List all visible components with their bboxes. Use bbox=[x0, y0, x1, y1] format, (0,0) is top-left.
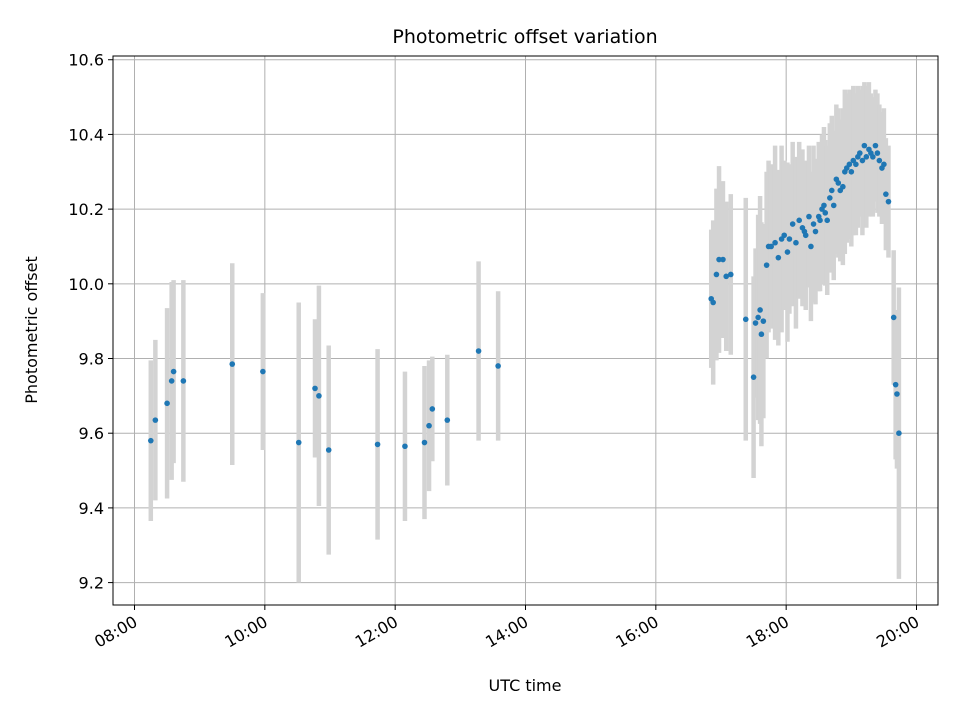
data-point bbox=[793, 239, 799, 246]
data-point bbox=[786, 236, 793, 242]
data-point bbox=[796, 217, 802, 224]
data-point bbox=[806, 213, 812, 220]
data-point bbox=[857, 150, 863, 156]
data-point bbox=[763, 262, 770, 268]
y-tick-label: 10.0 bbox=[68, 275, 104, 294]
data-point bbox=[713, 271, 720, 278]
y-tick-label: 9.4 bbox=[79, 499, 104, 518]
data-point bbox=[828, 187, 835, 194]
data-point bbox=[421, 439, 428, 446]
data-point bbox=[876, 157, 883, 164]
data-point bbox=[312, 385, 318, 392]
y-axis-title: Photometric offset bbox=[22, 256, 41, 404]
data-point bbox=[426, 422, 432, 429]
data-point bbox=[881, 161, 887, 168]
data-point bbox=[802, 232, 809, 239]
y-tick-label: 9.6 bbox=[79, 424, 104, 443]
data-points bbox=[147, 142, 902, 453]
data-point bbox=[229, 361, 236, 367]
data-point bbox=[821, 202, 827, 209]
data-point bbox=[755, 314, 761, 321]
data-point bbox=[475, 348, 482, 354]
data-point bbox=[896, 430, 902, 437]
y-tick-label: 10.6 bbox=[68, 51, 104, 70]
data-point bbox=[180, 378, 187, 384]
data-point bbox=[810, 221, 817, 227]
data-point bbox=[168, 378, 175, 384]
data-point bbox=[789, 221, 796, 227]
data-point bbox=[859, 157, 866, 164]
y-tick-label: 9.2 bbox=[79, 574, 104, 593]
data-point bbox=[147, 437, 154, 444]
data-point bbox=[784, 249, 791, 255]
data-point bbox=[760, 318, 767, 324]
data-point bbox=[781, 232, 788, 239]
chart-title: Photometric offset variation bbox=[392, 26, 657, 48]
y-axis: 9.2 9.4 9.6 9.8 10.0 10.2 10.4 10.6 bbox=[68, 51, 113, 593]
data-point bbox=[885, 198, 892, 205]
y-tick-label: 10.2 bbox=[68, 200, 104, 219]
data-point bbox=[710, 299, 716, 306]
data-point bbox=[752, 320, 759, 326]
data-point bbox=[812, 228, 819, 235]
data-point bbox=[892, 381, 899, 388]
data-point bbox=[374, 441, 381, 448]
data-point bbox=[164, 400, 170, 407]
data-point bbox=[757, 307, 763, 313]
data-point bbox=[824, 217, 831, 224]
data-point bbox=[723, 273, 730, 280]
data-point bbox=[402, 443, 408, 450]
data-point bbox=[727, 271, 734, 278]
data-point bbox=[772, 239, 778, 246]
data-point bbox=[325, 447, 332, 453]
data-point bbox=[835, 180, 842, 186]
data-point bbox=[827, 195, 833, 201]
data-point bbox=[742, 316, 749, 323]
data-point bbox=[846, 161, 853, 168]
data-point bbox=[822, 210, 829, 216]
data-point bbox=[768, 243, 774, 250]
data-point bbox=[170, 368, 177, 375]
x-axis-title: UTC time bbox=[489, 676, 562, 695]
data-point bbox=[830, 202, 837, 209]
data-point bbox=[750, 374, 757, 380]
data-point bbox=[316, 393, 322, 399]
data-point bbox=[152, 417, 159, 423]
data-point bbox=[853, 161, 859, 168]
data-point bbox=[894, 391, 900, 397]
data-point bbox=[444, 417, 451, 423]
data-point bbox=[495, 363, 501, 369]
data-point bbox=[883, 191, 889, 197]
data-point bbox=[848, 168, 855, 175]
data-point bbox=[863, 154, 870, 160]
data-point bbox=[758, 331, 765, 338]
data-point bbox=[716, 256, 722, 263]
data-point bbox=[840, 183, 846, 190]
data-point bbox=[260, 368, 266, 375]
grid bbox=[113, 56, 938, 605]
data-point bbox=[775, 254, 782, 261]
data-point bbox=[295, 439, 302, 446]
data-point bbox=[817, 217, 823, 224]
data-point bbox=[808, 243, 814, 250]
data-point bbox=[720, 256, 726, 263]
data-point bbox=[890, 314, 897, 321]
data-point bbox=[870, 154, 876, 160]
data-point bbox=[872, 142, 879, 149]
data-point bbox=[874, 150, 881, 156]
data-point bbox=[861, 142, 868, 149]
y-tick-label: 10.4 bbox=[68, 125, 104, 144]
data-point bbox=[429, 406, 436, 412]
y-tick-label: 9.8 bbox=[79, 350, 104, 369]
